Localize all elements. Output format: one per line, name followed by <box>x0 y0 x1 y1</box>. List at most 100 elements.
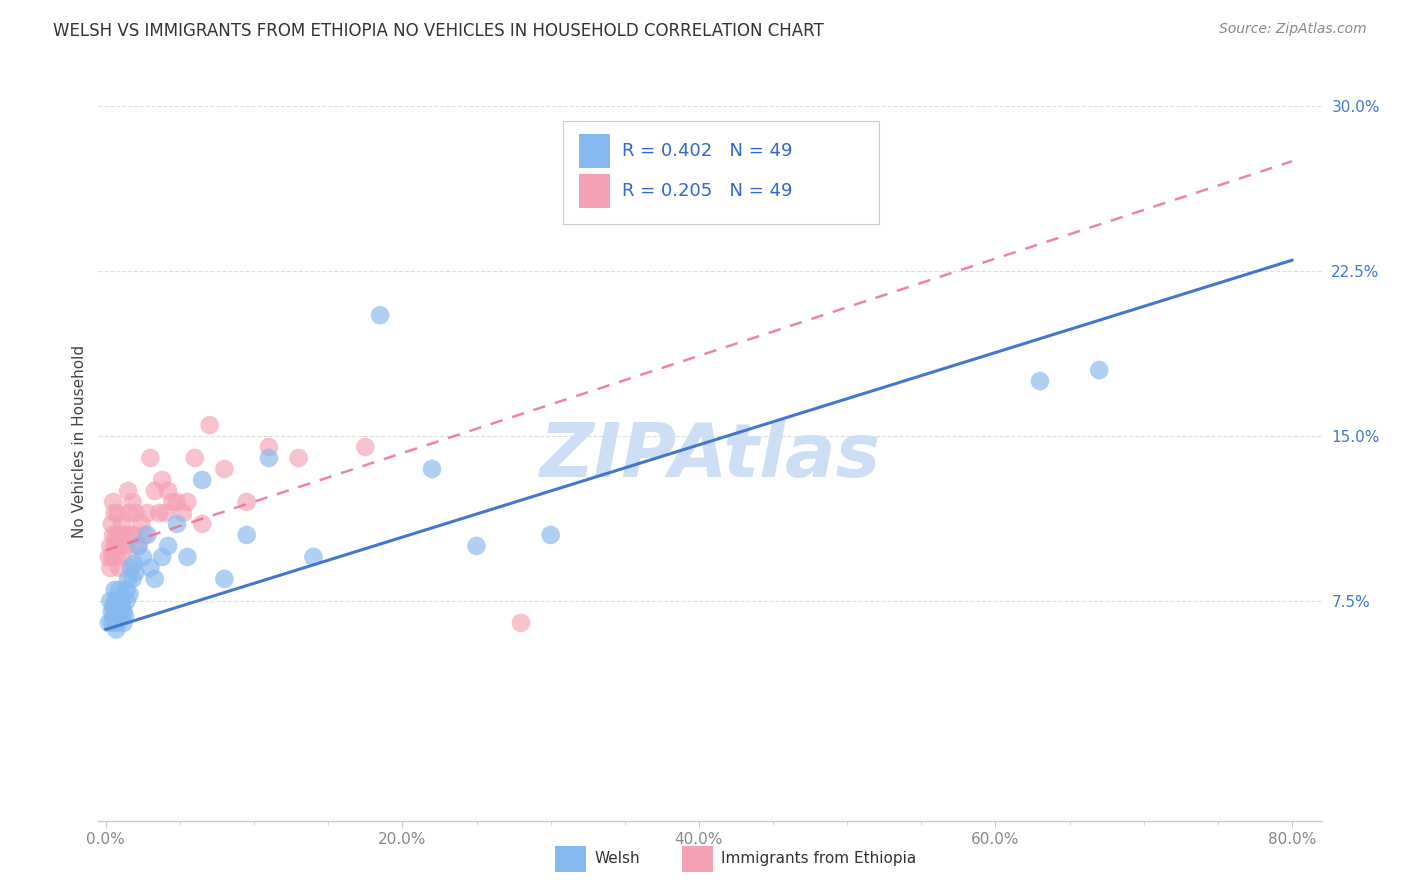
Point <box>110 609 132 624</box>
Text: Source: ZipAtlas.com: Source: ZipAtlas.com <box>1219 22 1367 37</box>
Point <box>214 462 236 476</box>
Point <box>235 495 257 509</box>
Point <box>162 495 184 509</box>
Point <box>104 539 127 553</box>
Point <box>111 600 134 615</box>
Point <box>105 615 128 630</box>
Point <box>131 516 153 531</box>
Point <box>108 528 131 542</box>
Point <box>107 506 129 520</box>
Text: ZIPAtlas: ZIPAtlas <box>540 420 880 493</box>
Point <box>104 582 127 597</box>
Point <box>115 539 138 553</box>
Point <box>302 549 325 564</box>
Point <box>118 506 141 520</box>
Point <box>150 549 173 564</box>
Point <box>112 605 135 619</box>
Point <box>166 495 188 509</box>
Point <box>124 506 146 520</box>
Point <box>108 582 131 597</box>
Point <box>107 539 129 553</box>
Point <box>120 561 142 575</box>
Point <box>117 483 139 498</box>
Point <box>1029 374 1052 388</box>
Point <box>111 516 134 531</box>
Point <box>98 561 121 575</box>
Point <box>108 605 131 619</box>
Point <box>121 495 143 509</box>
Point <box>100 549 122 564</box>
Point <box>124 566 146 580</box>
Point <box>112 549 135 564</box>
Point <box>98 594 121 608</box>
Point <box>107 609 129 624</box>
Point <box>257 450 280 465</box>
Point <box>114 528 136 542</box>
Point <box>354 440 377 454</box>
Point <box>176 495 198 509</box>
Point <box>117 572 139 586</box>
Point <box>134 528 156 542</box>
Point <box>121 572 143 586</box>
Point <box>157 539 180 553</box>
Point <box>122 528 145 542</box>
Y-axis label: No Vehicles in Household: No Vehicles in Household <box>72 345 87 538</box>
Point <box>287 450 309 465</box>
Text: R = 0.402   N = 49: R = 0.402 N = 49 <box>621 142 792 160</box>
Point <box>143 572 166 586</box>
Point <box>150 473 173 487</box>
Point <box>98 539 121 553</box>
Point <box>132 549 155 564</box>
Text: R = 0.205   N = 49: R = 0.205 N = 49 <box>621 182 792 200</box>
Point <box>103 528 125 542</box>
Point <box>184 450 207 465</box>
Point <box>104 594 127 608</box>
Point <box>191 473 214 487</box>
Point <box>103 600 125 615</box>
Point <box>108 561 131 575</box>
Point <box>97 549 120 564</box>
Point <box>166 516 188 531</box>
Point <box>191 516 214 531</box>
Point <box>148 506 170 520</box>
Point <box>100 516 122 531</box>
Point <box>105 549 128 564</box>
Point <box>97 615 120 630</box>
Point <box>105 605 128 619</box>
Point <box>510 615 533 630</box>
Point <box>465 539 488 553</box>
Point <box>257 440 280 454</box>
Point <box>104 506 127 520</box>
Point <box>139 450 162 465</box>
Point <box>214 572 236 586</box>
Point <box>420 462 443 476</box>
Text: Immigrants from Ethiopia: Immigrants from Ethiopia <box>721 852 917 866</box>
Text: WELSH VS IMMIGRANTS FROM ETHIOPIA NO VEHICLES IN HOUSEHOLD CORRELATION CHART: WELSH VS IMMIGRANTS FROM ETHIOPIA NO VEH… <box>53 22 824 40</box>
Point <box>110 539 132 553</box>
Point <box>157 483 180 498</box>
Point <box>127 539 149 553</box>
Point <box>100 605 122 619</box>
Point <box>136 506 159 520</box>
Point <box>105 528 128 542</box>
Point <box>235 528 257 542</box>
Point <box>172 506 194 520</box>
Point <box>114 609 136 624</box>
Point <box>115 582 138 597</box>
Point <box>120 528 142 542</box>
Point <box>103 609 125 624</box>
Point <box>112 615 135 630</box>
Point <box>198 418 221 433</box>
Text: Welsh: Welsh <box>595 852 640 866</box>
Point <box>100 615 122 630</box>
Point <box>105 623 128 637</box>
Point <box>127 539 149 553</box>
Point <box>153 506 176 520</box>
Point <box>368 308 391 322</box>
Point <box>540 528 562 542</box>
Point <box>103 495 125 509</box>
Point <box>122 557 145 571</box>
Point <box>118 587 141 601</box>
Point <box>176 549 198 564</box>
Point <box>115 594 138 608</box>
